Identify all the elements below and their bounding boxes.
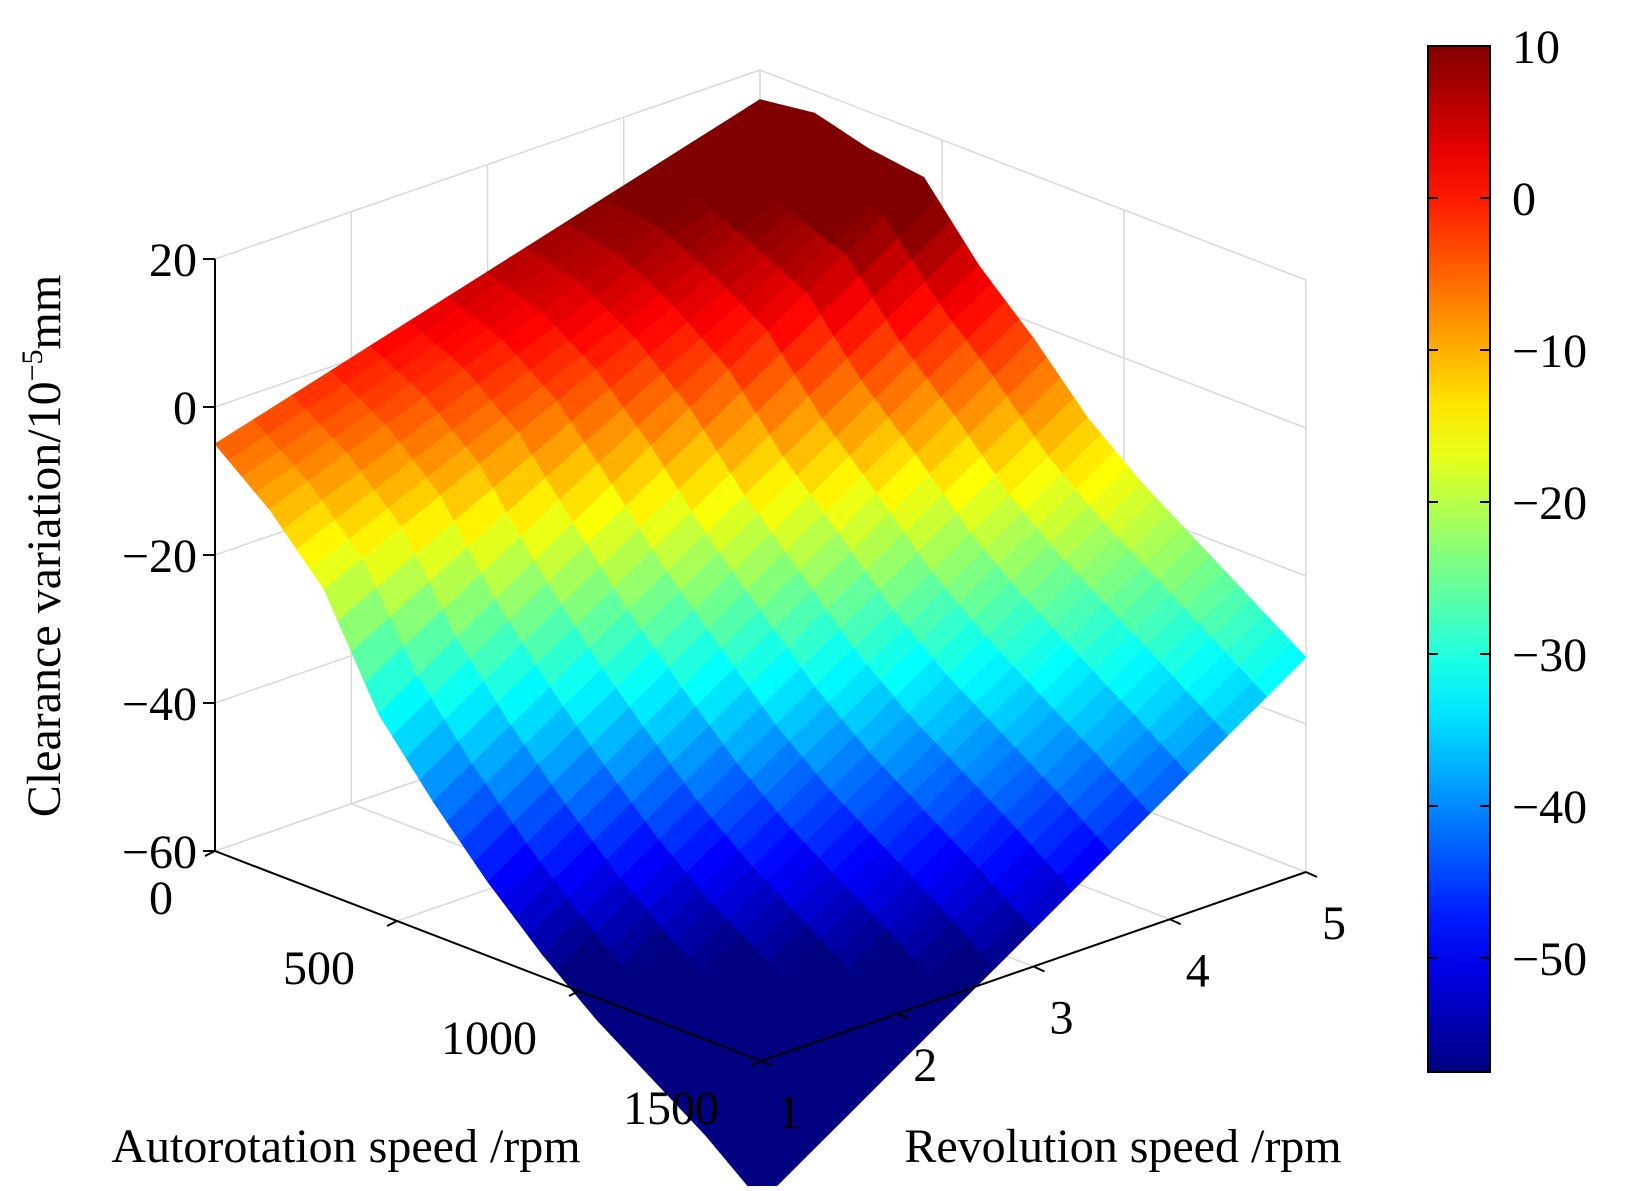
z-tick-label: −20 xyxy=(122,530,197,583)
x-tick-label: 1000 xyxy=(441,1012,537,1065)
z-axis-label-exponent: −5 xyxy=(16,349,49,381)
y-tick-label: 4 xyxy=(1186,944,1210,997)
colorbar-tick-label: −20 xyxy=(1512,477,1587,530)
x-axis-label: Autorotation speed /rpm xyxy=(111,1120,580,1173)
y-tick-label: 1 xyxy=(777,1086,801,1139)
y-tick xyxy=(896,1012,909,1020)
colorbar-tick-label: −30 xyxy=(1512,629,1587,682)
x-tick xyxy=(750,1060,762,1067)
y-axis-label: Revolution speed /rpm xyxy=(904,1120,1341,1173)
y-tick xyxy=(1305,871,1318,878)
colorbar xyxy=(1427,45,1491,1073)
surface-mesh xyxy=(214,99,1307,1191)
axes: −60 −40 −20 0 20 0 500 1000 1500 1 2 3 4 5 xyxy=(122,234,1346,1139)
z-axis-label-unit: mm xyxy=(18,275,71,350)
colorbar-tick-label: −50 xyxy=(1512,933,1587,986)
x-tick-label: 500 xyxy=(283,942,355,995)
x-tick xyxy=(204,850,216,857)
z-tick-label: 20 xyxy=(149,234,197,287)
colorbar-tick-label: −40 xyxy=(1512,781,1587,834)
y-tick xyxy=(760,1060,773,1067)
colorbar-tick-label: 0 xyxy=(1512,173,1536,226)
y-tick-label: 2 xyxy=(913,1039,937,1092)
colorbar-ticks: 10 0 −10 −20 −30 −40 −50 xyxy=(1428,21,1587,986)
y-tick xyxy=(1169,918,1182,926)
y-tick-label: 3 xyxy=(1050,992,1074,1045)
x-tick-label: 1500 xyxy=(623,1082,719,1135)
surface-patch xyxy=(1252,642,1307,697)
x-tick-label: 0 xyxy=(149,872,173,925)
z-tick-label: −40 xyxy=(122,678,197,731)
colorbar-tick-label: 10 xyxy=(1512,21,1560,74)
x-tick xyxy=(386,920,398,927)
z-tick-label: −60 xyxy=(122,826,197,879)
colorbar-tick-label: −10 xyxy=(1512,325,1587,378)
grid-line xyxy=(759,69,1307,281)
y-tick xyxy=(1033,965,1045,973)
x-tick xyxy=(568,990,580,997)
z-axis-label-main: Clearance variation/10 xyxy=(18,381,71,817)
z-axis-label: Clearance variation/10−5mm xyxy=(16,275,71,817)
y-tick-label: 5 xyxy=(1322,897,1346,950)
z-tick-label: 0 xyxy=(173,382,197,435)
x-axis-line xyxy=(214,850,762,1062)
